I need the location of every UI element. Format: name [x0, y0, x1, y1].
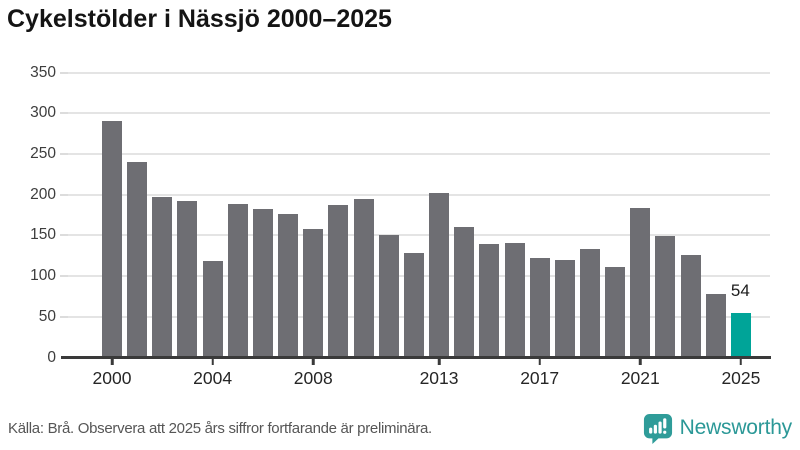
x-axis-label-2004: 2004	[193, 368, 233, 388]
bar-2010	[353, 199, 374, 357]
bar-slot-2014	[454, 73, 475, 357]
bar-2007	[278, 213, 299, 357]
bar-slot-2005	[227, 73, 248, 357]
bar-slot-2018	[554, 73, 575, 357]
bar-2004	[202, 260, 223, 357]
y-axis-label-0: 0	[47, 348, 56, 366]
bar-2002	[152, 197, 173, 357]
x-tick-mark-2021	[639, 359, 642, 365]
bar-2022	[655, 235, 676, 357]
bar-2011	[378, 234, 399, 357]
y-tick-mark-50	[60, 315, 68, 318]
bar-slot-2003	[177, 73, 198, 357]
x-axis-label-2000: 2000	[92, 368, 132, 388]
bar-2020	[605, 267, 626, 357]
bar-slot-2019	[579, 73, 600, 357]
gridline-150	[68, 234, 770, 237]
x-axis-line	[61, 356, 771, 359]
x-axis-label-2008: 2008	[293, 368, 333, 388]
y-axis-label-300: 300	[30, 104, 56, 122]
bar-slot-2006	[252, 73, 273, 357]
y-axis-label-350: 350	[30, 63, 56, 81]
gridline-200	[68, 193, 770, 196]
bar-slot-2015	[479, 73, 500, 357]
bar-slot-2007	[278, 73, 299, 357]
bar-2009	[328, 204, 349, 357]
bar-slot-2012	[403, 73, 424, 357]
bar-2016	[504, 243, 525, 357]
bar-2014	[454, 226, 475, 357]
bar-slot-2001	[127, 73, 148, 357]
bar-slot-2022	[655, 73, 676, 357]
x-axis-label-2017: 2017	[520, 368, 560, 388]
footer: Källa: Brå. Observera att 2025 års siffr…	[0, 412, 800, 450]
bar-2001	[127, 161, 148, 357]
bar-slot-2010	[353, 73, 374, 357]
y-tick-mark-100	[60, 275, 68, 278]
bar-2005	[227, 203, 248, 357]
bar-slot-2017: 2017	[520, 73, 559, 388]
bar-slot-2024	[705, 73, 726, 357]
bar-slot-2020	[605, 73, 626, 357]
y-tick-mark-300	[60, 112, 68, 115]
x-tick-mark-2000	[110, 359, 114, 365]
x-tick-mark-2025	[739, 359, 743, 365]
y-axis-label-150: 150	[30, 226, 56, 244]
bar-2013	[429, 192, 450, 357]
source-note: Källa: Brå. Observera att 2025 års siffr…	[8, 419, 432, 437]
chart-title: Cykelstölder i Nässjö 2000–2025	[7, 5, 392, 33]
bar-2006	[252, 208, 273, 357]
x-tick-mark-2008	[312, 359, 315, 365]
bar-2003	[177, 200, 198, 357]
bar-2024	[705, 293, 726, 357]
bar-slot-2011	[378, 73, 399, 357]
bar-slot-2021: 2021	[621, 73, 660, 388]
bar-2019	[579, 248, 600, 357]
bar-2008	[303, 229, 324, 357]
bar-2023	[680, 255, 701, 357]
bar-series: 2000 2004 2008 2013 2017 2021 2025 54	[68, 73, 770, 388]
newsworthy-speech-bubble-chart-icon	[643, 413, 673, 444]
bar-2025	[730, 313, 751, 357]
bar-slot-2008: 2008	[294, 73, 333, 388]
bar-slot-2025: 2025 54	[721, 73, 760, 388]
x-axis-label-2013: 2013	[419, 368, 459, 388]
bar-2018	[554, 260, 575, 357]
y-axis-label-100: 100	[30, 267, 56, 285]
y-tick-mark-350	[60, 71, 68, 74]
bar-slot-2023	[680, 73, 701, 357]
bar-value-label-2025: 54	[730, 281, 750, 301]
x-tick-mark-2004	[211, 359, 214, 365]
x-axis-label-2021: 2021	[620, 368, 660, 388]
bar-slot-2002	[152, 73, 173, 357]
bar-2015	[479, 243, 500, 357]
bar-2012	[403, 252, 424, 357]
gridline-250	[68, 152, 770, 155]
gridline-300	[68, 112, 770, 115]
x-tick-mark-2013	[437, 359, 441, 365]
y-tick-mark-250	[60, 152, 68, 155]
bar-slot-2004: 2004	[193, 73, 232, 388]
y-tick-mark-200	[60, 193, 68, 196]
bar-slot-2000: 2000	[93, 73, 131, 388]
bar-2000	[102, 120, 122, 357]
bar-2017	[529, 257, 550, 357]
y-axis-label-200: 200	[30, 185, 56, 203]
y-axis-label-250: 250	[30, 144, 56, 162]
bar-2021	[630, 208, 651, 357]
gridline-350	[68, 71, 770, 74]
bar-slot-2013: 2013	[420, 73, 459, 388]
newsworthy-logo: Newsworthy	[643, 413, 792, 444]
bar-slot-2009	[328, 73, 349, 357]
y-tick-mark-150	[60, 234, 68, 237]
bar-slot-2016	[504, 73, 525, 357]
x-tick-mark-2017	[538, 359, 541, 365]
newsworthy-wordmark: Newsworthy	[679, 416, 793, 439]
y-axis-label-50: 50	[38, 307, 56, 325]
x-axis-label-2025: 2025	[721, 368, 761, 388]
